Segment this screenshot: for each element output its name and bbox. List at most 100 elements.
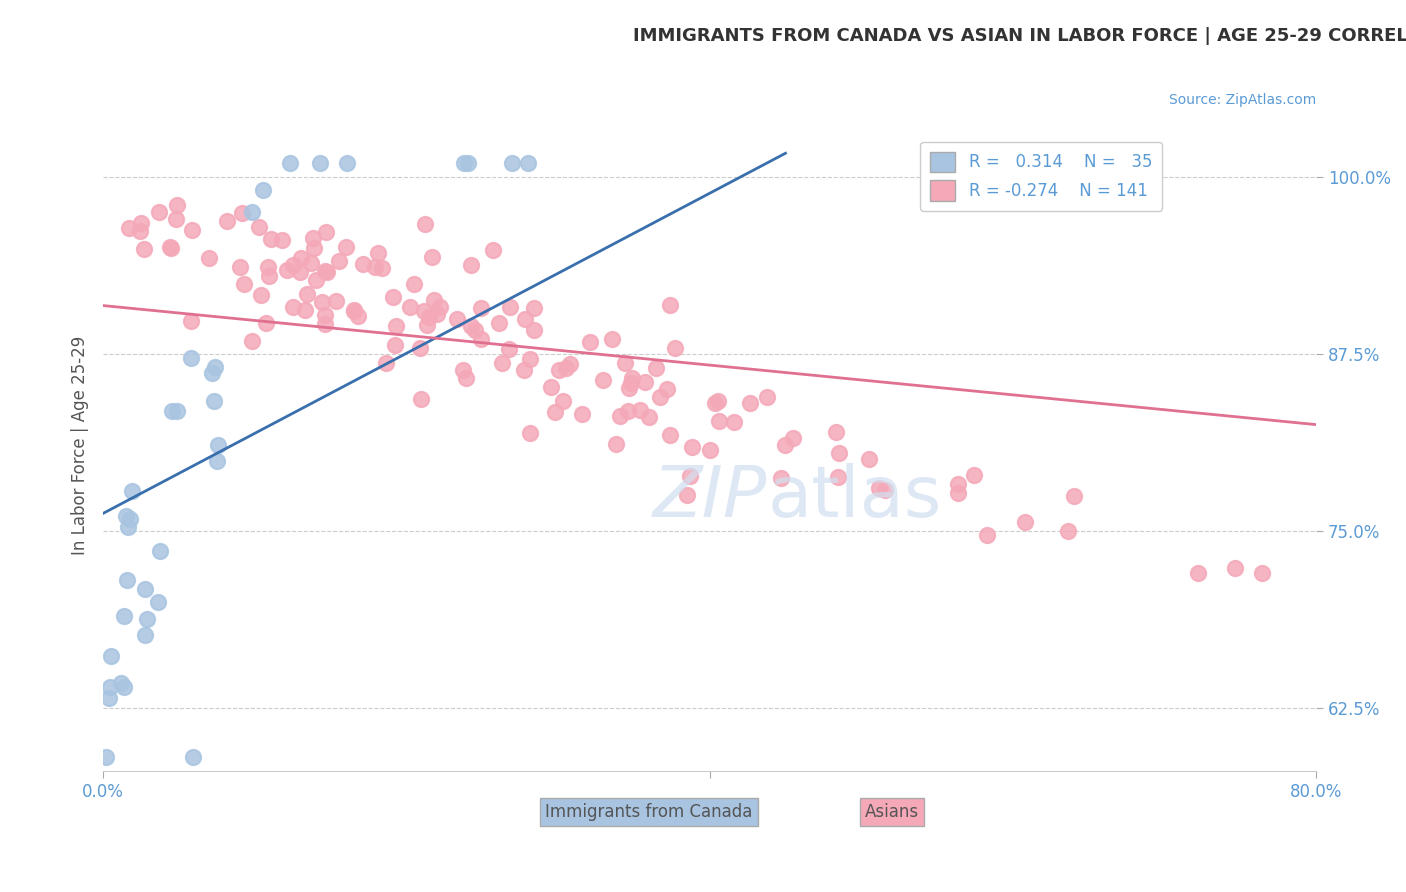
- Point: [976, 527, 998, 541]
- Point: [457, 156, 479, 170]
- Point: [628, 403, 651, 417]
- Point: [301, 256, 323, 270]
- Point: [592, 373, 614, 387]
- Point: [620, 371, 643, 385]
- Point: [517, 156, 540, 170]
- Point: [420, 250, 443, 264]
- Point: [180, 314, 202, 328]
- Point: [551, 394, 574, 409]
- Point: [281, 258, 304, 272]
- Point: [600, 332, 623, 346]
- Point: [418, 310, 440, 325]
- Point: [1187, 566, 1209, 581]
- Point: [202, 393, 225, 408]
- Point: [204, 360, 226, 375]
- Point: [620, 376, 643, 391]
- Point: [314, 308, 336, 322]
- Point: [453, 156, 475, 170]
- Point: [302, 241, 325, 255]
- Point: [311, 294, 333, 309]
- Point: [571, 408, 593, 422]
- Point: [367, 246, 389, 260]
- Point: [294, 303, 316, 318]
- Text: Source: ZipAtlas.com: Source: ZipAtlas.com: [1168, 94, 1316, 107]
- Point: [257, 268, 280, 283]
- Point: [134, 582, 156, 597]
- Point: [314, 317, 336, 331]
- Point: [198, 251, 221, 265]
- Point: [149, 544, 172, 558]
- Point: [97, 690, 120, 705]
- Point: [827, 470, 849, 484]
- Point: [183, 750, 205, 764]
- Point: [336, 156, 359, 170]
- Point: [659, 428, 682, 442]
- Point: [371, 261, 394, 276]
- Point: [276, 263, 298, 277]
- Point: [290, 251, 312, 265]
- Point: [659, 298, 682, 312]
- Point: [180, 351, 202, 366]
- Point: [308, 156, 330, 170]
- Point: [180, 223, 202, 237]
- Point: [633, 376, 655, 390]
- Point: [501, 156, 523, 170]
- Point: [352, 257, 374, 271]
- Point: [470, 301, 492, 315]
- Point: [451, 363, 474, 377]
- Point: [117, 573, 139, 587]
- Point: [100, 649, 122, 664]
- Point: [385, 319, 408, 334]
- Point: [1056, 524, 1078, 538]
- Point: [257, 260, 280, 274]
- Point: [858, 451, 880, 466]
- Point: [723, 415, 745, 429]
- Point: [343, 303, 366, 318]
- Point: [456, 371, 478, 385]
- Y-axis label: In Labor Force | Age 25-29: In Labor Force | Age 25-29: [72, 336, 89, 556]
- Point: [375, 356, 398, 370]
- Point: [963, 468, 986, 483]
- Point: [314, 264, 336, 278]
- Point: [523, 323, 546, 337]
- Point: [769, 471, 792, 485]
- Point: [242, 204, 264, 219]
- Text: IMMIGRANTS FROM CANADA VS ASIAN IN LABOR FORCE | AGE 25-29 CORRELATION CHART: IMMIGRANTS FROM CANADA VS ASIAN IN LABOR…: [633, 27, 1406, 45]
- Point: [159, 240, 181, 254]
- Point: [288, 264, 311, 278]
- Point: [166, 198, 188, 212]
- Point: [411, 392, 433, 406]
- Point: [1251, 566, 1274, 581]
- Text: atlas: atlas: [768, 464, 942, 533]
- Point: [301, 230, 323, 244]
- Point: [664, 341, 686, 355]
- Point: [519, 426, 541, 441]
- Point: [446, 311, 468, 326]
- Point: [240, 334, 263, 349]
- Point: [247, 220, 270, 235]
- Point: [120, 512, 142, 526]
- Point: [129, 216, 152, 230]
- Point: [578, 334, 600, 349]
- Point: [325, 294, 347, 309]
- Text: Asians: Asians: [865, 803, 918, 821]
- Point: [650, 390, 672, 404]
- Point: [617, 403, 640, 417]
- Point: [605, 436, 627, 450]
- Point: [136, 612, 159, 626]
- Point: [413, 304, 436, 318]
- Point: [252, 183, 274, 197]
- Point: [460, 258, 482, 272]
- Point: [682, 440, 704, 454]
- Point: [498, 300, 520, 314]
- Point: [756, 390, 779, 404]
- Point: [488, 316, 510, 330]
- Point: [231, 206, 253, 220]
- Point: [544, 405, 567, 419]
- Point: [260, 232, 283, 246]
- Point: [558, 357, 581, 371]
- Point: [1014, 515, 1036, 529]
- Point: [637, 409, 659, 424]
- Point: [699, 443, 721, 458]
- Point: [498, 342, 520, 356]
